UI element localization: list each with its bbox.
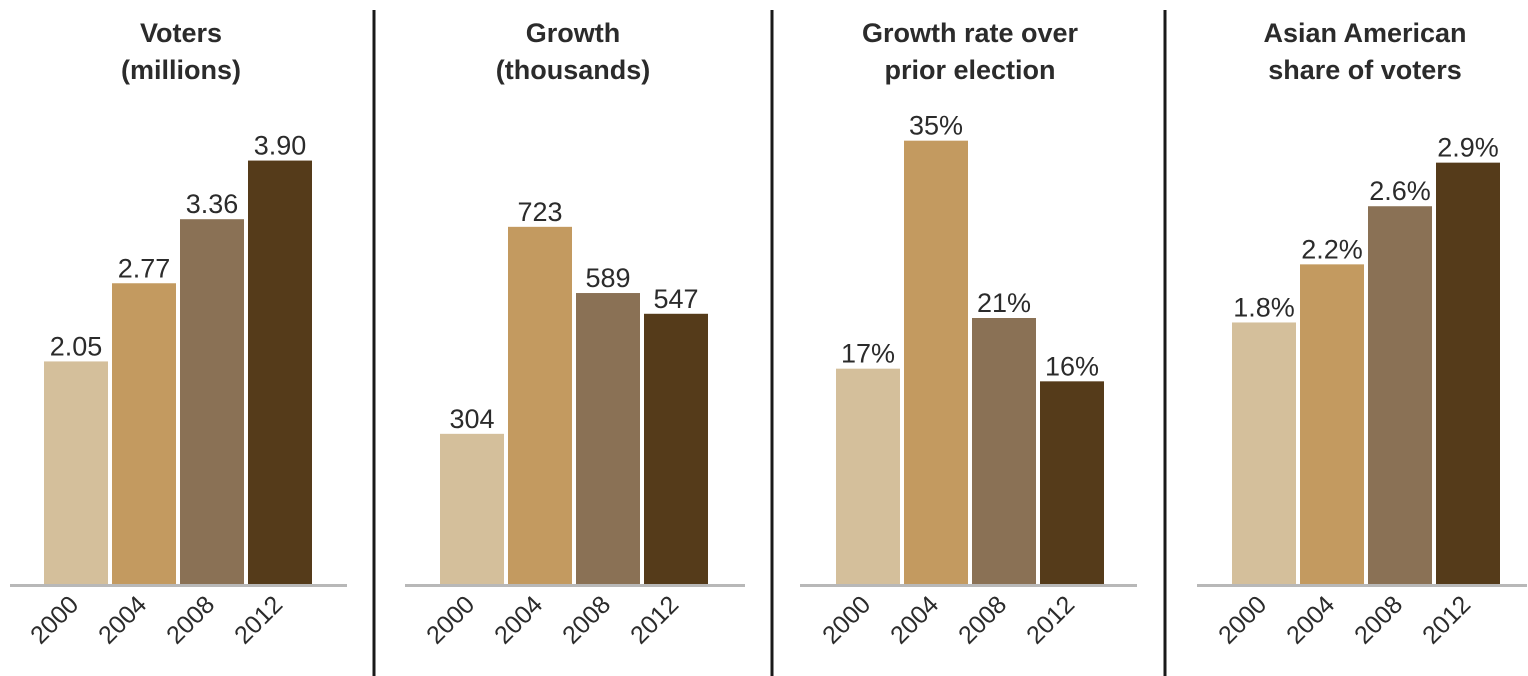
x-tick-label: 2008 [557, 590, 616, 649]
x-tick-label: 2004 [885, 590, 944, 649]
x-tick-label: 2004 [1281, 590, 1340, 649]
bar-2004 [1300, 264, 1364, 584]
data-label: 3.36 [186, 189, 239, 219]
x-tick-label: 2008 [953, 590, 1012, 649]
chart-title-line: Growth [526, 18, 621, 48]
x-tick-label: 2000 [817, 590, 876, 649]
chart-panel-4: Asian American share of voters 1.8% 2000 2.2… [1197, 18, 1527, 650]
data-label: 2.9% [1437, 133, 1499, 163]
x-tick-label: 2000 [25, 590, 84, 649]
x-tick-label: 2008 [161, 590, 220, 649]
bar-2000 [836, 368, 900, 584]
data-label: 547 [653, 284, 698, 314]
chart-title-line: Asian American [1263, 18, 1466, 48]
data-label: 35% [909, 111, 963, 141]
x-tick-label: 2000 [421, 590, 480, 649]
data-label: 2.77 [118, 253, 171, 283]
data-label: 304 [449, 404, 494, 434]
chart-panel-1: Voters (millions) 2.05 2000 2.77 2004 3.36 2008… [10, 18, 347, 650]
chart-title-line: (millions) [121, 55, 241, 85]
bar-2004 [904, 140, 968, 584]
x-tick-label: 2012 [625, 590, 684, 649]
x-tick-label: 2000 [1213, 590, 1272, 649]
data-label: 1.8% [1233, 292, 1295, 322]
data-label: 723 [517, 197, 562, 227]
data-label: 589 [585, 263, 630, 293]
bar-2000 [440, 433, 504, 584]
bar-2008 [576, 293, 640, 584]
x-tick-label: 2004 [489, 590, 548, 649]
bar-2012 [1040, 381, 1104, 584]
data-label: 2.6% [1369, 176, 1431, 206]
chart-panel-2: Growth (thousands) 304 2000 723 2004 589 2008 54… [405, 18, 745, 650]
data-label: 2.2% [1301, 234, 1363, 264]
bar-2012 [248, 160, 312, 585]
data-label: 21% [977, 288, 1031, 318]
data-label: 16% [1045, 351, 1099, 381]
x-tick-label: 2012 [1021, 590, 1080, 649]
x-tick-label: 2012 [229, 590, 288, 649]
data-label: 2.05 [50, 331, 103, 361]
x-tick-label: 2012 [1417, 590, 1476, 649]
chart-title-line: prior election [884, 55, 1055, 85]
bar-2008 [972, 318, 1036, 584]
data-label: 3.90 [254, 131, 307, 161]
x-tick-label: 2008 [1349, 590, 1408, 649]
chart-title-line: share of voters [1268, 55, 1462, 85]
bar-2000 [1232, 322, 1296, 584]
chart-panel-3: Growth rate over prior election 17% 2000 35%… [800, 18, 1137, 650]
bar-2008 [180, 219, 244, 584]
chart-title-line: Growth rate over [862, 18, 1079, 48]
bar-2004 [112, 283, 176, 584]
chart-title-line: (thousands) [496, 55, 651, 85]
bar-2012 [644, 313, 708, 584]
bar-2012 [1436, 162, 1500, 584]
x-tick-label: 2004 [93, 590, 152, 649]
data-label: 17% [841, 339, 895, 369]
bar-2008 [1368, 206, 1432, 584]
chart-title-line: Voters [140, 18, 222, 48]
bar-2000 [44, 361, 108, 584]
bar-2004 [508, 226, 572, 584]
